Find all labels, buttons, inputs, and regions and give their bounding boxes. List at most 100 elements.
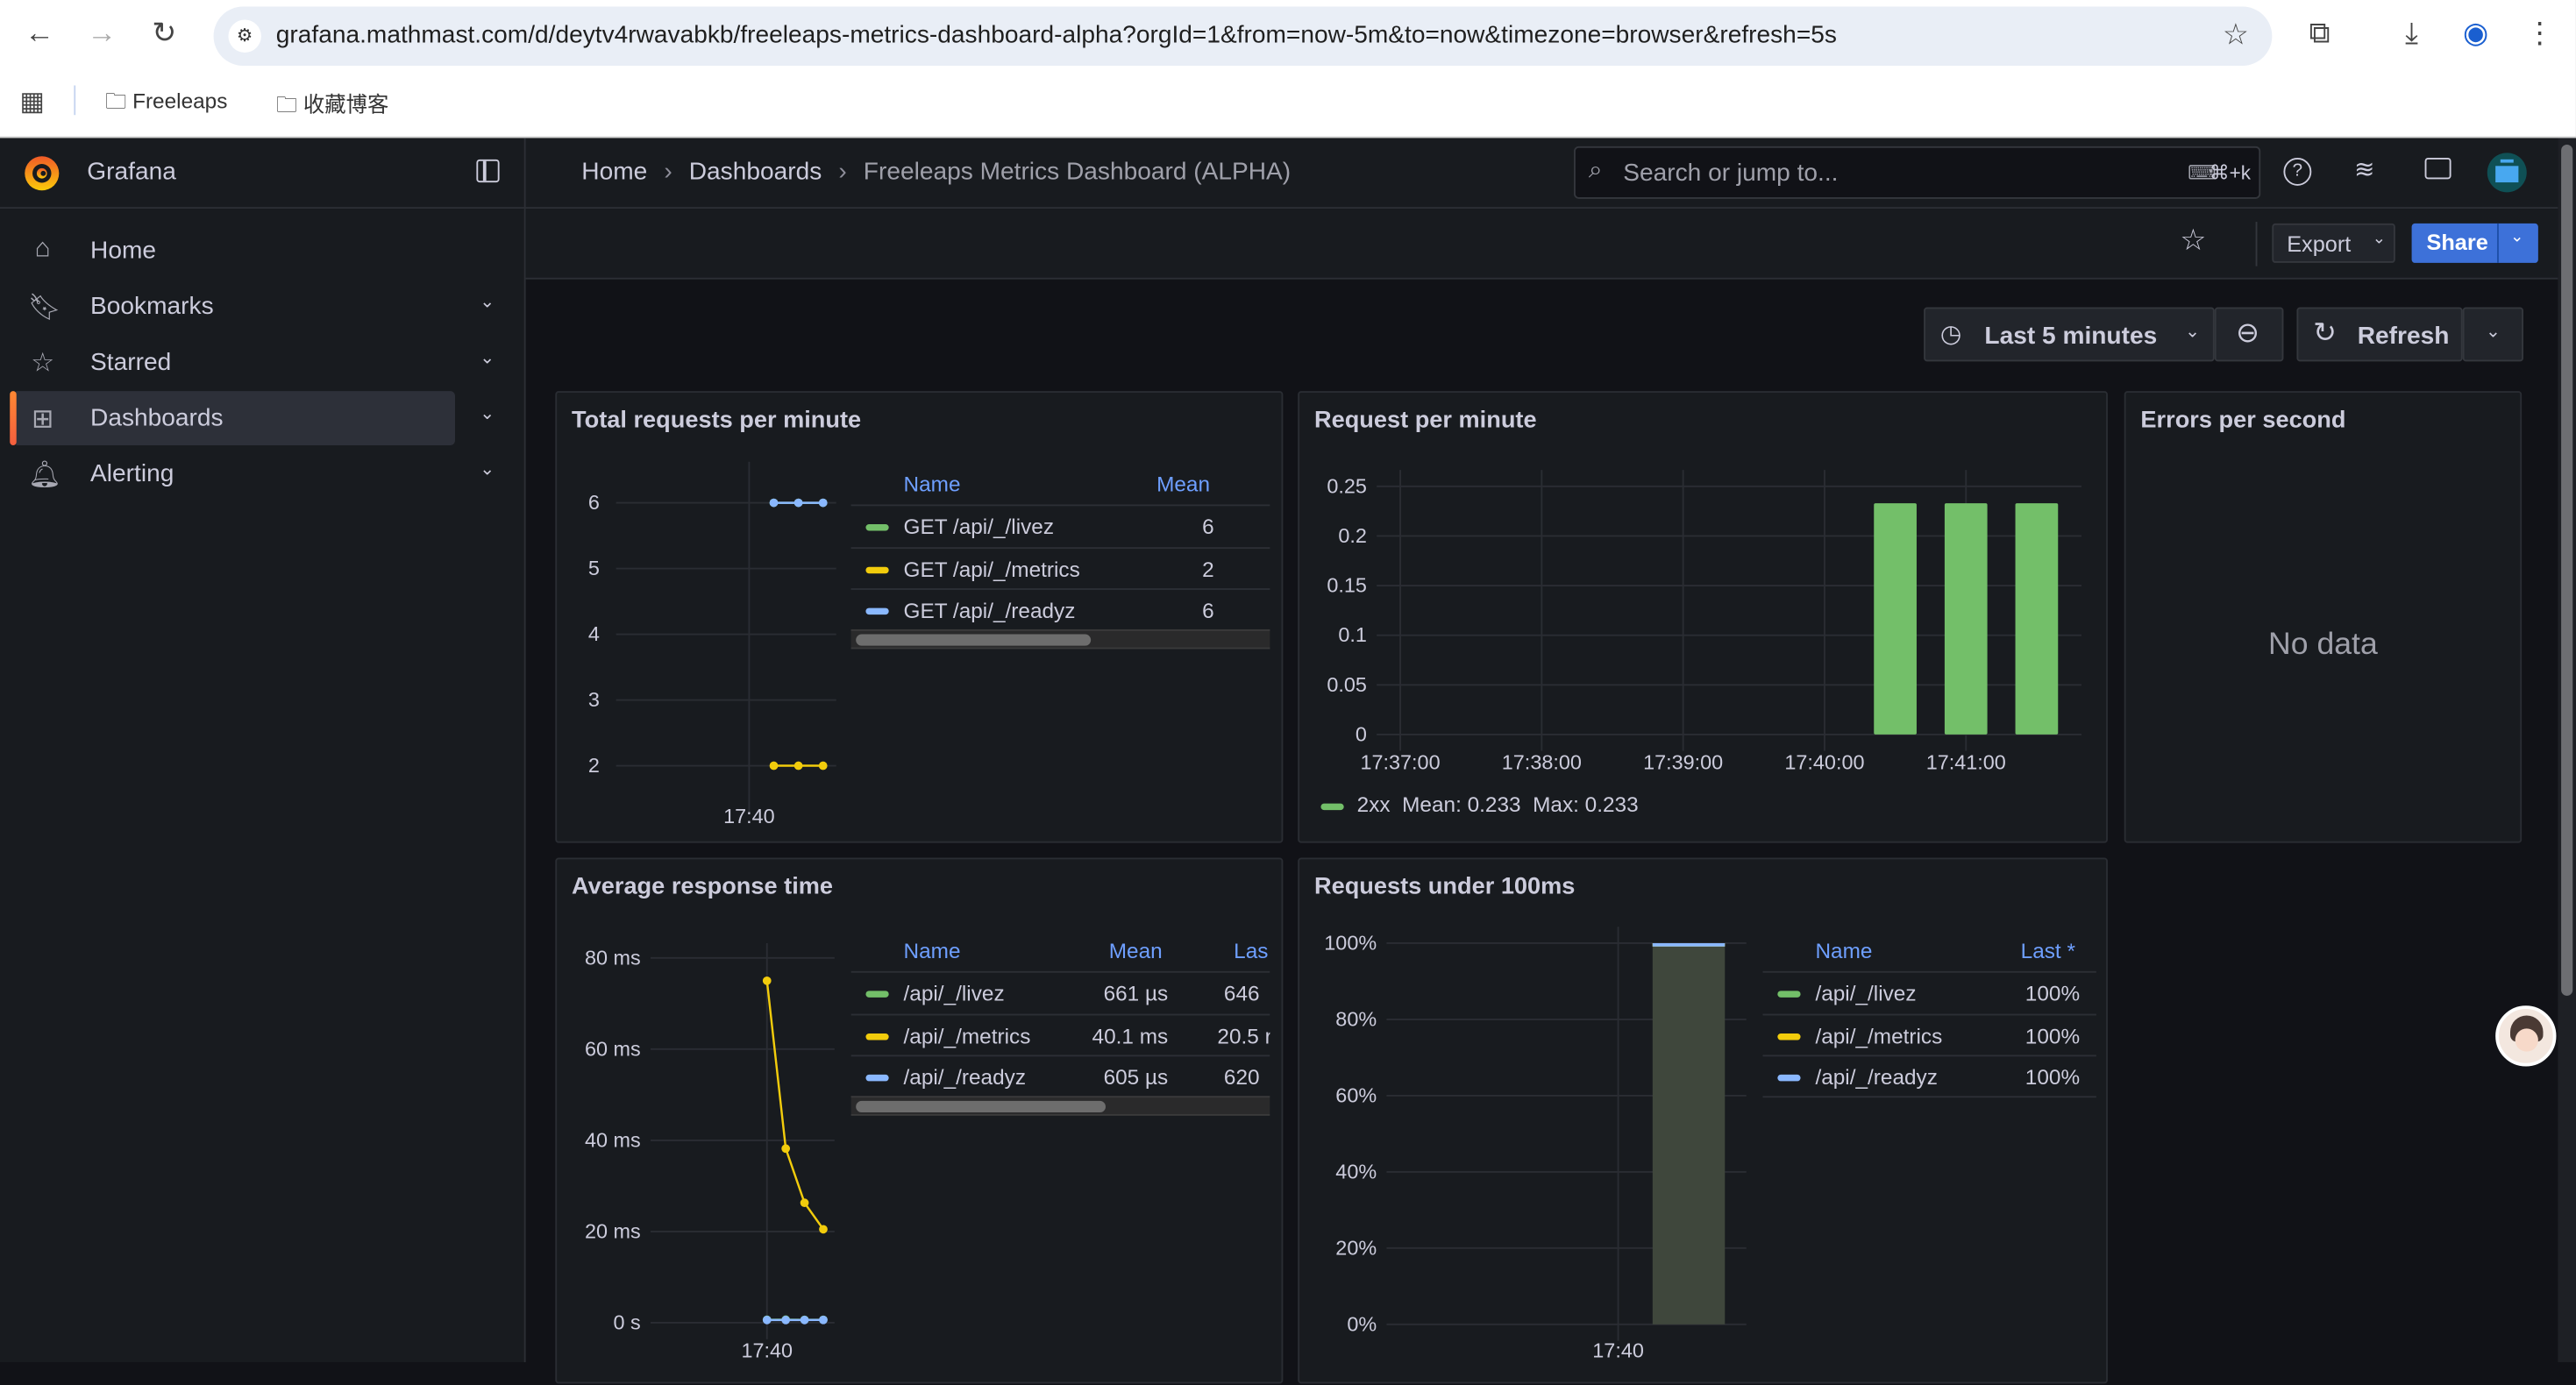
series-name: /api/_/livez [1815,981,1916,1005]
star-dashboard-icon[interactable]: ☆ [2180,224,2206,258]
chevron-right-icon: › [838,158,846,186]
legend-header-name[interactable]: Name [1815,938,1872,962]
sidebar-item-label: Starred [90,348,171,376]
series-swatch [1320,803,1343,809]
assistant-avatar[interactable] [2495,1005,2556,1066]
refresh-interval-dropdown[interactable]: ⌄ [2463,308,2523,362]
bar [1945,503,1988,735]
bookmark-freeleaps[interactable]: 🗀 Freeleaps [105,87,227,123]
chevron-down-icon: ⌄ [2185,321,2200,342]
zoom-out-button[interactable]: ⊖ [2215,308,2284,362]
sidebar-item-home[interactable]: ⌂Home [13,224,455,278]
forward-icon[interactable]: → [82,17,122,51]
site-info-icon[interactable]: ⚙ [228,19,260,52]
series-last: 100% [2025,1065,2080,1090]
breadcrumb-dashboards[interactable]: Dashboards [689,158,822,186]
series-mean: 661 µs [1104,981,1169,1005]
sidebar-item-starred[interactable]: ☆Starred⌄ [13,335,455,389]
legend-row[interactable]: /api/_/readyz 100% [1762,1055,2096,1097]
bookmark-label: Freeleaps [132,89,227,113]
legend-header-mean[interactable]: Mean [1109,938,1163,962]
help-icon[interactable]: ? [2283,158,2311,186]
apps-icon[interactable]: ▦ [19,85,44,117]
chevron-down-icon[interactable]: ⌄ [480,347,495,368]
legend-header-last[interactable]: Last * [2021,938,2075,962]
bar [1653,943,1725,1325]
refresh-button[interactable]: ↻Refresh [2296,308,2462,362]
scrollbar-thumb[interactable] [856,1101,1106,1112]
bell-icon: 🔔︎ [28,458,58,491]
series-swatch [865,991,888,997]
back-icon[interactable]: ← [19,17,59,51]
address-bar[interactable]: ⚙ grafana.mathmast.com/d/deytv4rwavabkb/… [214,6,2273,65]
panel-errors-per-second[interactable]: Errors per second No data [2124,391,2522,842]
news-rss-icon[interactable]: ≋ [2354,154,2375,184]
series-name: /api/_/readyz [904,1065,1026,1090]
search-input[interactable]: ⌕ Search or jump to... ⌨ ⌘+k [1574,146,2260,199]
user-avatar[interactable] [2487,153,2527,192]
sidebar-item-label: Bookmarks [90,293,214,321]
scrollbar-thumb[interactable] [856,635,1091,646]
menu-icon[interactable]: ⋮ [2520,17,2559,51]
sidebar-item-bookmarks[interactable]: 🔖︎Bookmarks⌄ [13,280,455,334]
divider [74,85,75,115]
sidebar-item-alerting[interactable]: 🔔︎Alerting⌄ [13,447,455,501]
chevron-down-icon[interactable]: ⌄ [480,402,495,423]
series-mean: 6 [1202,598,1214,622]
y-tick-label: 40% [1335,1160,1377,1183]
bookmark-blogs[interactable]: 🗀 收藏博客 [276,87,389,126]
scrollbar-thumb[interactable] [2561,145,2572,996]
dashboards-icon: ⊞ [28,402,58,435]
page-scrollbar[interactable] [2558,138,2576,1362]
series-name: /api/_/metrics [1815,1024,1942,1048]
folder-icon: 🗀 [276,92,303,117]
chevron-down-icon[interactable]: ⌄ [480,458,495,479]
y-tick-label: 5 [588,557,600,579]
breadcrumb-current: Freeleaps Metrics Dashboard (ALPHA) [864,158,1291,186]
kiosk-mode-icon[interactable] [2425,158,2451,179]
series-name: /api/_/readyz [1815,1065,1937,1090]
grafana-logo[interactable] [21,153,62,194]
series-mean: Mean: 0.233 [1402,792,1520,817]
sidebar-item-dashboards[interactable]: ⊞Dashboards⌄ [13,391,455,445]
download-icon[interactable]: ⤓ [2392,17,2431,51]
data-point [819,762,828,771]
data-point [770,499,779,508]
legend-header-last[interactable]: Las [1234,938,1268,962]
export-button[interactable]: Export⌄ [2272,224,2395,263]
legend-header-name[interactable]: Name [904,472,961,496]
share-options-chevron-icon[interactable]: ⌄ [2510,229,2524,247]
extensions-icon[interactable]: ⧉ [2300,17,2339,51]
breadcrumb-home[interactable]: Home [581,158,647,186]
legend-horizontal-scrollbar[interactable] [851,629,1270,649]
bookmark-star-icon[interactable]: ☆ [2223,18,2249,53]
time-range-picker[interactable]: ◷Last 5 minutes⌄ [1924,308,2215,362]
series-last: 20.5 r [1217,1024,1270,1048]
chevron-down-icon[interactable]: ⌄ [480,291,495,312]
browser-toolbar: ← → ↻ ⚙ grafana.mathmast.com/d/deytv4rwa… [0,0,2576,138]
series-swatch [1777,1075,1800,1081]
dock-menu-icon[interactable] [476,160,499,182]
legend-horizontal-scrollbar[interactable] [851,1096,1270,1115]
profile-icon[interactable]: ◉ [2456,17,2495,51]
reload-icon[interactable]: ↻ [145,17,184,51]
series-mean: 605 µs [1104,1065,1169,1090]
y-tick-label: 0% [1347,1312,1377,1335]
legend-header-name[interactable]: Name [904,938,961,962]
share-button[interactable]: Share⌄ [2412,224,2538,263]
panel-requests-under-100ms[interactable]: Requests under 100ms 0%20%40%60%80%100%1… [1298,857,2108,1383]
legend-header-mean[interactable]: Mean [1156,472,1210,496]
legend[interactable]: 2xx Mean: 0.233 Max: 0.233 [1320,792,1638,817]
